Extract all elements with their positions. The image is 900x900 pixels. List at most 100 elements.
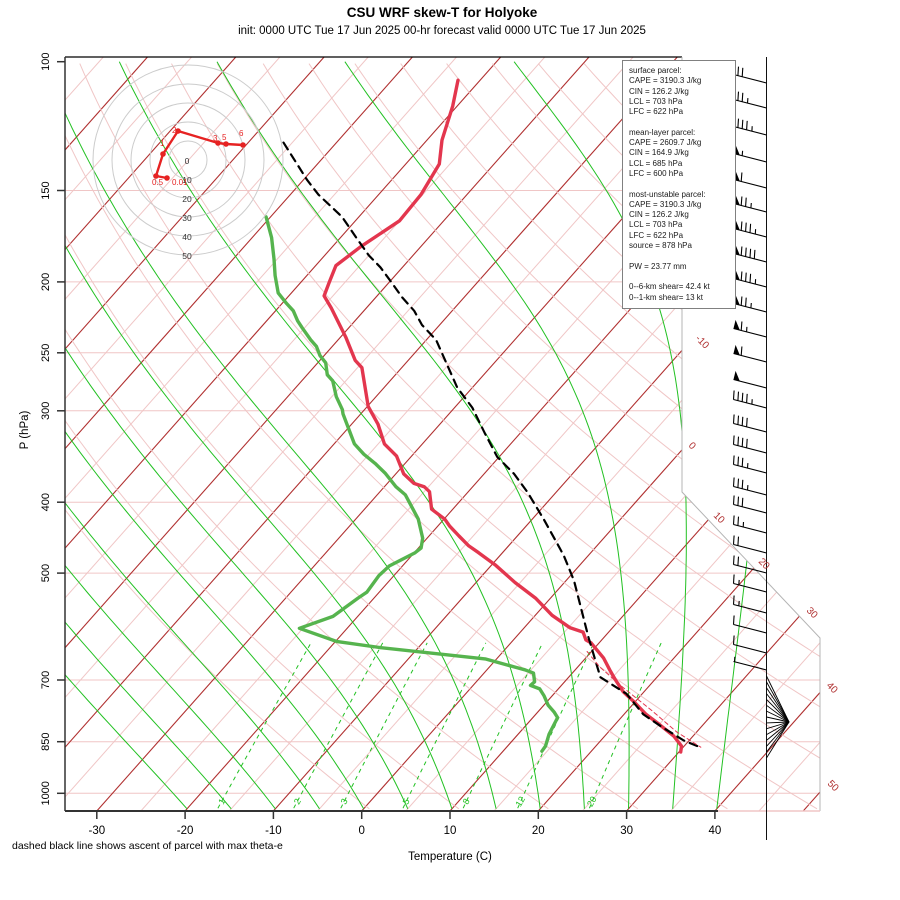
moist-adiabat [65, 61, 320, 810]
dry-adiabat [446, 63, 820, 810]
barb-full [741, 67, 744, 77]
hodograph-height-label: 3 [213, 134, 218, 143]
hodograph-ring [111, 83, 265, 237]
x-tick-label: -10 [265, 825, 282, 837]
y-tick-label: 850 [40, 732, 52, 750]
parcel-info-line: surface parcel: [629, 66, 682, 75]
moist-adiabat [65, 61, 188, 810]
parcel-info-line: 0--6-km shear= 42.4 kt [629, 282, 710, 292]
barb-shaft [733, 277, 767, 288]
barb-full [732, 615, 735, 625]
barb-pennant [733, 370, 740, 382]
footnote: dashed black line shows ascent of parcel… [12, 840, 283, 852]
barb-full [741, 392, 744, 402]
barb-full [740, 296, 743, 306]
hodograph-ring-label: 20 [182, 194, 192, 204]
parcel-info-line: CAPE = 3190.3 J/kg [629, 76, 702, 86]
surface-fan-line [766, 721, 790, 730]
barb-full [732, 574, 735, 584]
isotherm-major [65, 57, 590, 811]
barb-full [749, 223, 752, 233]
barb-shaft [733, 603, 767, 614]
barb-shaft [733, 443, 767, 454]
wind-barb [732, 515, 767, 534]
surface-fan-line [766, 699, 790, 723]
barb-shaft [733, 543, 767, 554]
barb-full [732, 390, 735, 400]
hodograph-point [223, 141, 229, 147]
barb-full [732, 435, 735, 445]
barb-full [740, 271, 743, 281]
wind-barb [733, 144, 767, 163]
hodograph-height-label: 6 [239, 129, 244, 138]
barb-full [737, 118, 740, 128]
barb-full [732, 515, 735, 525]
surface-fan-line [766, 687, 790, 723]
isotherm-label: 20 [756, 556, 772, 572]
parcel-info-line: mean-layer parcel: [629, 127, 696, 137]
isotherm-minor [65, 57, 546, 811]
y-tick-label: 300 [40, 402, 52, 420]
moist-adiabat [65, 61, 365, 810]
y-tick-label: 1000 [40, 781, 52, 805]
y-tick-label: 250 [40, 344, 52, 362]
barb-full [741, 416, 744, 426]
y-tick-label: 500 [40, 564, 52, 582]
barb-shaft [733, 178, 767, 189]
isotherm-minor [65, 57, 722, 811]
wind-barb [732, 455, 767, 474]
barb-shaft [733, 503, 767, 514]
barb-full [746, 120, 748, 130]
isotherm-minor [65, 57, 281, 811]
isotherm-minor [65, 57, 634, 811]
isotherm-minor [758, 57, 820, 811]
hodograph-ring-label: 30 [182, 213, 192, 223]
surface-fan-line [766, 721, 790, 747]
mixing-ratio-label: 1 [216, 797, 227, 806]
wind-barb [732, 477, 767, 496]
mixing-ratio-line [217, 642, 312, 809]
y-tick-label: 400 [40, 493, 52, 511]
hodograph-point [215, 140, 221, 146]
mixing-ratio-label: 8 [461, 797, 472, 806]
y-tick-label: 200 [40, 273, 52, 291]
parcel-info-line: CIN = 126.2 J/kg [629, 210, 689, 220]
wind-barb [733, 319, 767, 338]
barb-pennant [733, 319, 740, 331]
moist-adiabat [65, 61, 232, 810]
parcel-info-line: LFC = 600 hPa [629, 168, 684, 178]
barb-full [741, 479, 744, 489]
surface-fan-line [766, 693, 790, 723]
parcel-info-box: surface parcel: CAPE = 3190.3 J/kg CIN = 1… [622, 60, 736, 309]
parcel-info-line [629, 117, 733, 127]
x-tick-label: -20 [177, 825, 194, 837]
isotherm-minor [317, 57, 820, 811]
barb-shaft [733, 398, 767, 409]
wind-barb [732, 595, 767, 614]
barb-full [737, 391, 740, 401]
wind-barb-column [732, 57, 790, 840]
dry-adiabat [65, 63, 728, 810]
parcel-info-line: 0--1-km shear= 13 kt [629, 292, 704, 302]
barb-shaft [733, 463, 767, 474]
barb-full [737, 496, 740, 506]
wind-barb [733, 219, 767, 238]
hodograph-height-label: 0.5 [152, 178, 164, 187]
hodograph-point [240, 142, 246, 148]
wind-barb [733, 269, 767, 288]
moist-adiabat [65, 61, 453, 809]
barb-full [732, 414, 735, 424]
barb-shaft [733, 378, 767, 389]
barb-full [740, 172, 743, 182]
barb-shaft [733, 582, 767, 593]
barb-full [732, 555, 735, 565]
barb-full [740, 346, 743, 356]
wind-barb [732, 535, 767, 554]
wind-barb [732, 635, 767, 654]
barb-full [746, 438, 748, 448]
parcel-info-line: LCL = 703 hPa [629, 220, 683, 230]
barb-full [732, 477, 735, 487]
